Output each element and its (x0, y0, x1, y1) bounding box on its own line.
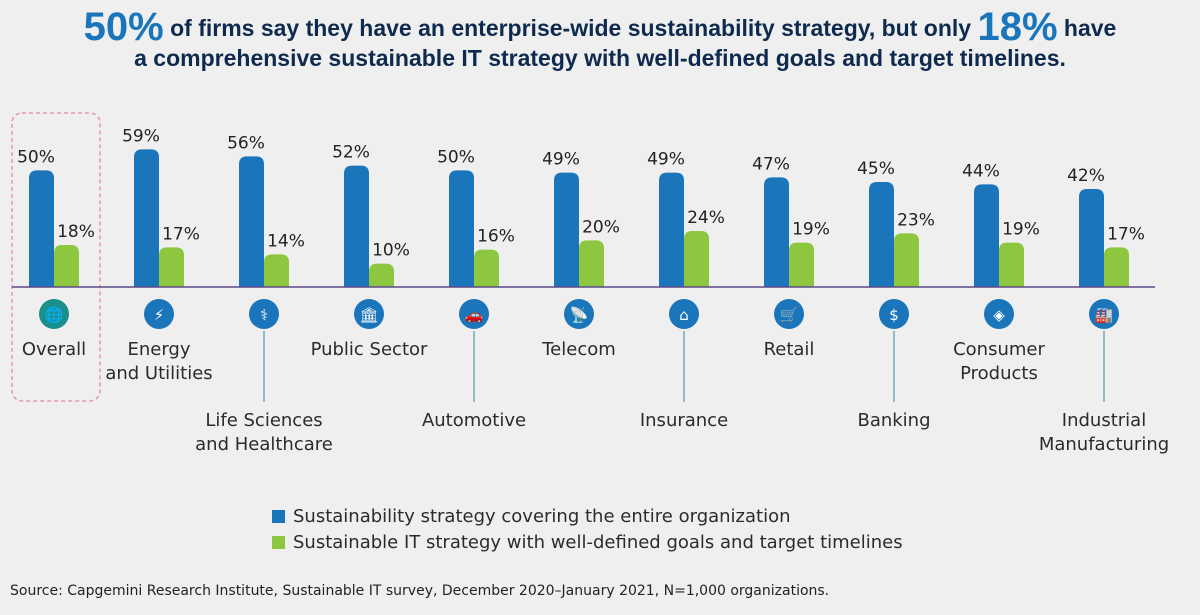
category-label: Overall (22, 339, 86, 360)
legend: Sustainability strategy covering the ent… (272, 503, 903, 555)
bar-enterprise-strategy (134, 149, 159, 287)
wind-turbine-icon-glyph: ⚡ (154, 306, 165, 324)
data-label: 59% (122, 126, 160, 146)
source-note: Source: Capgemini Research Institute, Su… (10, 583, 830, 599)
shopping-cart-icon (774, 299, 804, 329)
data-label: 47% (752, 154, 790, 174)
data-label: 20% (582, 217, 620, 237)
bar-sustainable-it (789, 242, 814, 287)
bar-chart: 50% 18% 🌐 Overall 59% 17% ⚡ Energy and Utilities… (11, 112, 1169, 455)
category-label: Insurance (640, 410, 728, 431)
factory-icon-glyph: 🏭 (1095, 306, 1114, 324)
bank-icon-glyph: $ (889, 306, 899, 324)
category-label: Energy (127, 339, 190, 360)
data-label: 44% (962, 161, 1000, 181)
shopping-cart-icon-glyph: 🛒 (780, 306, 799, 324)
bar-enterprise-strategy (554, 172, 579, 287)
bar-sustainable-it (1104, 247, 1129, 287)
legend-item: Sustainability strategy covering the ent… (272, 503, 903, 529)
bar-enterprise-strategy (974, 184, 999, 287)
data-label: 14% (267, 231, 305, 251)
satellite-dish-icon (564, 299, 594, 329)
category-label: Retail (764, 339, 815, 360)
bar-sustainable-it (264, 254, 289, 287)
legend-label: Sustainability strategy covering the ent… (293, 505, 791, 527)
category-label: Industrial (1062, 410, 1146, 431)
category-label: Automotive (422, 410, 526, 431)
category-label: and Healthcare (195, 434, 333, 455)
data-label: 52% (332, 143, 370, 163)
bar-enterprise-strategy (449, 170, 474, 287)
data-label: 49% (542, 150, 580, 170)
category-label: Manufacturing (1039, 434, 1169, 455)
car-icon (459, 299, 489, 329)
price-tag-icon (984, 299, 1014, 329)
bar-sustainable-it (369, 263, 394, 287)
title-stat-1: 50% (83, 5, 164, 49)
title-text-2: have (1057, 15, 1117, 41)
legend-swatch-blue (272, 509, 285, 523)
data-label: 24% (687, 208, 725, 228)
government-building-icon (354, 299, 384, 329)
bar-sustainable-it (474, 249, 499, 287)
bar-sustainable-it (54, 245, 79, 287)
title-text-1: of firms say they have an enterprise-wid… (163, 15, 978, 41)
title-line-2: a comprehensive sustainable IT strategy … (134, 45, 1066, 71)
bar-enterprise-strategy (1079, 189, 1104, 287)
data-label: 19% (1002, 220, 1040, 240)
globe-icon (39, 299, 69, 329)
data-label: 56% (227, 133, 265, 153)
factory-icon (1089, 299, 1119, 329)
wind-turbine-icon (144, 299, 174, 329)
bar-enterprise-strategy (29, 170, 54, 287)
category-label: Products (960, 363, 1038, 384)
bar-enterprise-strategy (659, 172, 684, 287)
bar-enterprise-strategy (764, 177, 789, 287)
data-label: 50% (437, 147, 475, 167)
category-label: Public Sector (311, 339, 428, 360)
data-label: 17% (162, 224, 200, 244)
data-label: 17% (1107, 224, 1145, 244)
overall-highlight-box (11, 112, 101, 402)
category-label: Consumer (953, 339, 1045, 360)
bar-sustainable-it (999, 242, 1024, 287)
bar-enterprise-strategy (344, 165, 369, 287)
data-label: 18% (57, 222, 95, 242)
bar-sustainable-it (579, 240, 604, 287)
car-icon-glyph: 🚗 (465, 306, 484, 324)
title-stat-2: 18% (977, 5, 1058, 49)
bar-sustainable-it (684, 231, 709, 287)
category-label: Life Sciences (205, 410, 322, 431)
data-label: 42% (1067, 166, 1105, 186)
category-label: Banking (857, 410, 930, 431)
data-label: 23% (897, 210, 935, 230)
dna-icon (249, 299, 279, 329)
data-label: 49% (647, 150, 685, 170)
data-label: 45% (857, 159, 895, 179)
hands-house-icon-glyph: ⌂ (679, 306, 689, 324)
bar-sustainable-it (159, 247, 184, 287)
dna-icon-glyph: ⚕ (260, 306, 268, 324)
legend-item: Sustainable IT strategy with well-define… (272, 529, 903, 555)
category-label: Telecom (541, 339, 616, 360)
data-label: 16% (477, 227, 515, 247)
category-label: and Utilities (105, 363, 212, 384)
satellite-dish-icon-glyph: 📡 (570, 305, 589, 324)
legend-swatch-green (272, 535, 285, 549)
legend-label: Sustainable IT strategy with well-define… (293, 531, 903, 553)
bar-sustainable-it (894, 233, 919, 287)
government-building-icon-glyph: 🏛 (359, 306, 378, 324)
bar-enterprise-strategy (239, 156, 264, 287)
chart-title: 50% of firms say they have an enterprise… (0, 7, 1200, 73)
data-label: 10% (372, 241, 410, 261)
bar-enterprise-strategy (869, 182, 894, 287)
hands-house-icon (669, 299, 699, 329)
data-label: 50% (17, 147, 55, 167)
globe-icon-glyph: 🌐 (45, 306, 64, 324)
data-label: 19% (792, 220, 830, 240)
bank-icon (879, 299, 909, 329)
price-tag-icon-glyph: ◈ (993, 306, 1005, 324)
